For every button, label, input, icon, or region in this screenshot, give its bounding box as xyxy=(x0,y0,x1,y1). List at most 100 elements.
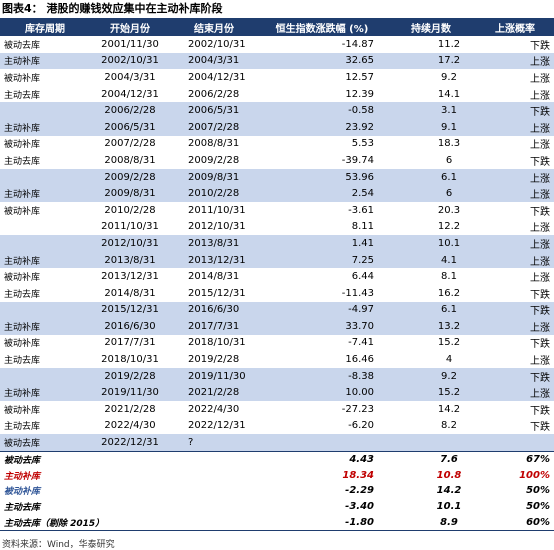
table-cell: 下跌 xyxy=(530,156,550,168)
summary-body: 被动去库 4.43 7.6 67% 主动补库 18.34 10.8 100% 被动补库 -2.29… xyxy=(0,450,554,529)
table-row: 主动补库 2009/8/31 2010/2/28 2.54 6 上涨 xyxy=(0,185,554,202)
table-cell: -39.74 xyxy=(341,154,374,166)
table-cell: 14.1 xyxy=(437,88,461,100)
summary-label: 主动去库（剔除 2015） xyxy=(4,518,105,529)
header-cell: 持续月数 xyxy=(386,19,476,36)
table-cell xyxy=(0,367,90,385)
table-cell: 4.1 xyxy=(386,251,476,269)
summary-cell: 60% xyxy=(526,516,550,528)
table-cell: 2006/2/28 xyxy=(188,88,240,100)
table-cell: 被动补库 xyxy=(4,73,41,84)
table-cell: 主动去库 xyxy=(4,356,41,367)
table-cell: 上涨 xyxy=(530,90,550,102)
summary-row: 被动补库 -2.29 14.2 50% xyxy=(0,483,554,499)
table-cell: 2013/12/31 xyxy=(101,271,159,283)
table-cell: 2006/2/28 xyxy=(90,102,170,119)
table-cell: 10.00 xyxy=(258,384,386,402)
table-row: 被动补库 2010/2/28 2011/10/31 -3.61 20.3 下跌 xyxy=(0,202,554,219)
table-cell: 2022/12/31 xyxy=(188,420,246,432)
table-row: 2015/12/31 2016/6/30 -4.97 6.1 下跌 xyxy=(0,301,554,319)
table-cell xyxy=(0,235,90,252)
table-cell: 上涨 xyxy=(476,185,554,202)
table-cell: 53.96 xyxy=(258,168,386,186)
table-row: 主动补库 2019/11/30 2021/2/28 10.00 15.2 上涨 xyxy=(0,384,554,402)
table-cell: 主动补库 xyxy=(0,318,90,335)
table-row: 主动去库 2018/10/31 2019/2/28 16.46 4 上涨 xyxy=(0,351,554,368)
table-row: 2019/2/28 2019/11/30 -8.38 9.2 下跌 xyxy=(0,367,554,385)
summary-label: 主动补库 xyxy=(4,471,41,482)
table-cell: -14.87 xyxy=(341,38,374,50)
table-cell: 被动去库 xyxy=(4,40,41,51)
table-cell: 主动补库 xyxy=(0,118,90,136)
table-cell: 2001/11/30 xyxy=(101,38,159,50)
table-cell: 6.1 xyxy=(386,301,476,319)
table-cell: 2022/12/31 xyxy=(90,434,170,452)
table-cell: 被动补库 xyxy=(4,206,41,217)
table-cell: 上涨 xyxy=(476,118,554,136)
table-cell: 2018/10/31 xyxy=(101,354,159,366)
table-cell: 主动补库 xyxy=(0,185,90,202)
table-cell: 下跌 xyxy=(530,422,550,434)
table-cell: 10.1 xyxy=(386,235,476,252)
table-cell: 2011/10/31 xyxy=(188,204,246,216)
table-cell: 2013/8/31 xyxy=(90,251,170,269)
table-cell: 2004/3/31 xyxy=(170,52,258,70)
table-row: 被动补库 2017/7/31 2018/10/31 -7.41 15.2 下跌 xyxy=(0,335,554,352)
table-cell: 2013/8/31 xyxy=(170,235,258,252)
summary-cell: 10.1 xyxy=(436,500,462,512)
table-cell: 14.2 xyxy=(437,403,461,415)
table-cell: -0.58 xyxy=(258,102,386,119)
table-cell: 主动去库 xyxy=(4,90,41,101)
table-cell: 16.46 xyxy=(345,354,374,366)
summary-cell: 100% xyxy=(519,469,550,481)
table-row: 主动去库 2008/8/31 2009/2/28 -39.74 6 下跌 xyxy=(0,152,554,169)
table-cell: 上涨 xyxy=(476,384,554,402)
table-cell: 2004/3/31 xyxy=(104,71,156,83)
table-cell: 18.3 xyxy=(437,138,461,150)
summary-cell: 50% xyxy=(526,485,550,497)
summary-row: 主动补库 18.34 10.8 100% xyxy=(0,467,554,483)
table-cell: 17.2 xyxy=(386,52,476,70)
table-cell: 2010/2/28 xyxy=(170,185,258,202)
table-cell: 主动补库 xyxy=(0,52,90,70)
table-cell: 上涨 xyxy=(530,223,550,235)
summary-cell: 18.34 xyxy=(342,469,374,481)
table-body: 被动去库 2001/11/30 2002/10/31 -14.87 11.2 下跌 主动补库… xyxy=(0,36,554,452)
table-cell: 1.41 xyxy=(258,235,386,252)
table-cell: 上涨 xyxy=(476,318,554,335)
header-cell: 结束月份 xyxy=(170,19,258,36)
summary-cell: 14.2 xyxy=(436,485,462,497)
table-cell: 33.70 xyxy=(258,318,386,335)
table-cell: 6.44 xyxy=(351,271,374,283)
table-cell: -27.23 xyxy=(341,403,374,415)
source: 资料来源：Wind，华泰研究 xyxy=(0,529,554,550)
table-cell: 2011/10/31 xyxy=(101,221,159,233)
table-cell: 9.2 xyxy=(441,71,457,83)
table-cell: 2016/6/30 xyxy=(90,318,170,335)
table-cell: 6 xyxy=(386,185,476,202)
table-cell: 主动去库 xyxy=(4,289,41,300)
table-cell: 2009/2/28 xyxy=(188,154,240,166)
table-cell: 2022/4/30 xyxy=(104,420,156,432)
summary-cell: 50% xyxy=(526,500,550,512)
table-cell: 2009/2/28 xyxy=(90,168,170,186)
table-cell: 下跌 xyxy=(476,367,554,385)
summary-label: 主动去库 xyxy=(4,502,41,513)
table-cell: 2008/8/31 xyxy=(104,154,156,166)
table-cell: 上涨 xyxy=(530,73,550,85)
table-cell: 32.65 xyxy=(258,52,386,70)
table-cell: 8.11 xyxy=(351,221,374,233)
table-cell: 2012/10/31 xyxy=(188,221,246,233)
table-cell: 主动去库 xyxy=(4,156,41,167)
table-cell: 被动补库 xyxy=(4,405,41,416)
summary-cell: 10.8 xyxy=(436,469,462,481)
table-cell: 2012/10/31 xyxy=(90,235,170,252)
table-cell: 2019/11/30 xyxy=(90,384,170,402)
table-row: 被动补库 2021/2/28 2022/4/30 -27.23 14.2 下跌 xyxy=(0,401,554,418)
table-cell: 主动去库 xyxy=(4,422,41,433)
table-cell: 被动补库 xyxy=(4,339,41,350)
table-cell: 2010/2/28 xyxy=(104,204,156,216)
table-cell: -11.43 xyxy=(341,287,374,299)
table-row: 主动补库 2002/10/31 2004/3/31 32.65 17.2 上涨 xyxy=(0,52,554,70)
